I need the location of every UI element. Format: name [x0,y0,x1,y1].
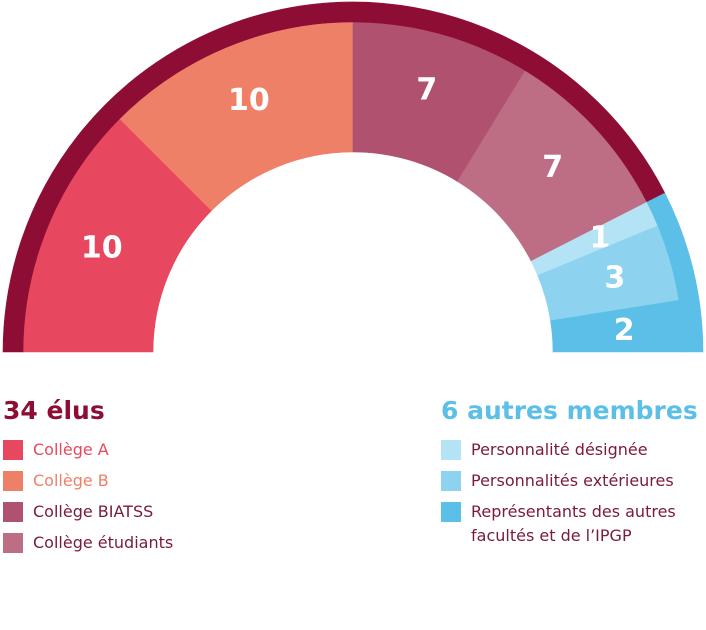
legend-label: Personnalité désignée [471,440,648,459]
data-label: 1 [590,221,611,256]
legend-item: Personnalité désignée [441,438,706,462]
legend-title: 34 élus [3,396,105,425]
legend-swatch [441,440,461,460]
legend-item: Collège B [3,469,173,493]
legend-label: Collège A [33,440,109,459]
legend-label: Personnalités extérieures [471,471,674,490]
group-band [646,192,704,353]
legend-label: Représentants des autres facultés et de … [471,502,676,545]
legend-swatch [441,471,461,491]
legend: 6 autres membres Personnalité désignée Per… [441,394,706,555]
chart: 10 10 7 7 1 3 2 [2,1,704,353]
legend-swatch [3,502,23,522]
legend-item: Collège BIATSS [3,500,173,524]
data-label: 7 [416,73,437,108]
legend-item: Personnalités extérieures [441,469,706,493]
legend: 34 élus Collège A Collège B Collège BIATSS C… [3,394,173,562]
legend-swatch [3,440,23,460]
data-label: 7 [542,150,563,185]
data-label: 2 [614,313,635,348]
data-label: 10 [81,230,123,265]
legend-label: Collège étudiants [33,533,174,552]
legend-swatch [441,502,461,522]
legend-title: 6 autres membres [441,396,698,425]
legend-label: Collège B [33,471,109,490]
legend-item: Collège étudiants [3,531,173,555]
legend-item: Représentants des autres facultés et de … [441,500,706,548]
legend-swatch [3,471,23,491]
legend-item: Collège A [3,438,173,462]
legend-swatch [3,533,23,553]
data-label: 10 [228,83,270,118]
data-label: 3 [604,261,625,296]
legend-label: Collège BIATSS [33,502,154,521]
